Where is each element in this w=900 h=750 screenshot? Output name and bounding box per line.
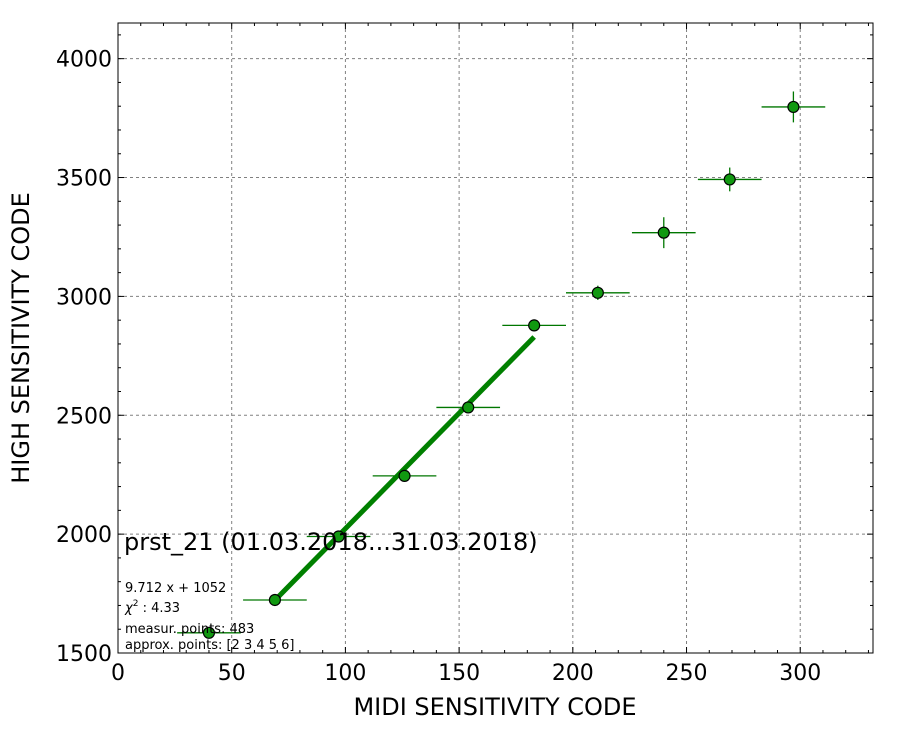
data-points [202, 100, 800, 639]
y-tick-label: 1500 [56, 642, 112, 667]
chi-square-value: 4.33 [151, 601, 180, 616]
x-tick-label: 200 [552, 661, 594, 686]
x-axis-label: MIDI SENSITIVITY CODE [353, 693, 636, 721]
data-point [657, 226, 670, 239]
chi-square: χ2 : 4.33 [124, 599, 180, 616]
plot-frame [117, 22, 874, 654]
y-tick-label: 4000 [56, 48, 112, 73]
x-tick-label: 50 [218, 661, 246, 686]
x-tick-label: 0 [111, 661, 125, 686]
approx-points: approx. points: [2 3 4 5 6] [125, 638, 295, 653]
x-tick-label: 300 [779, 661, 821, 686]
measured-points: measur. points: 483 [125, 622, 254, 637]
x-axis-ticks: 0 50 100 150 200 250 300 [111, 23, 821, 686]
data-point [202, 626, 216, 639]
data-point [268, 593, 282, 607]
fit-line [273, 335, 536, 602]
x-tick-label: 150 [438, 661, 480, 686]
data-point [398, 469, 411, 482]
x-tick-label: 250 [666, 661, 708, 686]
data-point [787, 100, 800, 114]
y-axis-label: HIGH SENSITIVITY CODE [7, 192, 35, 484]
data-point [591, 286, 604, 299]
data-point [723, 173, 736, 186]
data-point [528, 319, 541, 332]
period-annotation: prst_21 (01.03.2018...31.03.2018) [124, 528, 538, 556]
data-point [332, 530, 345, 543]
y-axis-ticks: 1500 2000 2500 3000 3500 4000 [56, 48, 873, 667]
data-point [462, 401, 475, 414]
grid-lines [117, 23, 873, 654]
y-tick-label: 3000 [56, 285, 112, 310]
y-tick-label: 2000 [56, 523, 112, 548]
y-tick-label: 2500 [56, 404, 112, 429]
y-tick-label: 3500 [56, 167, 112, 192]
fit-equation: 9.712 x + 1052 [125, 581, 226, 596]
x-tick-label: 100 [324, 661, 366, 686]
